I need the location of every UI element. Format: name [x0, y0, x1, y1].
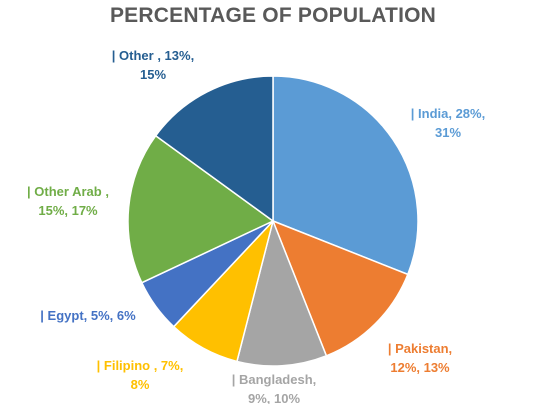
chart-title: PERCENTAGE OF POPULATION: [109, 4, 437, 27]
pie-slice-india: [272, 75, 419, 276]
pie-slice-pakistan: [271, 219, 409, 357]
data-label-egypt: | Egypt, 5%, 6%: [40, 308, 136, 323]
pie-slice-other: [154, 75, 274, 223]
data-label-other-arab: | Other Arab , 15%, 17%: [27, 184, 109, 218]
data-label-bangladesh: | Bangladesh, 9%, 10%: [232, 372, 317, 404]
data-label-other: | Other , 13%, 15%: [112, 48, 194, 82]
pie-slice-bangladesh: [236, 218, 328, 367]
data-label-filipino: | Filipino , 7%, 8%: [97, 358, 184, 392]
data-label-pakistan: | Pakistan, 12%, 13%: [388, 341, 452, 375]
data-label-india: | India, 28%, 31%: [411, 106, 485, 140]
pie-slice-other-arab: [127, 134, 275, 284]
